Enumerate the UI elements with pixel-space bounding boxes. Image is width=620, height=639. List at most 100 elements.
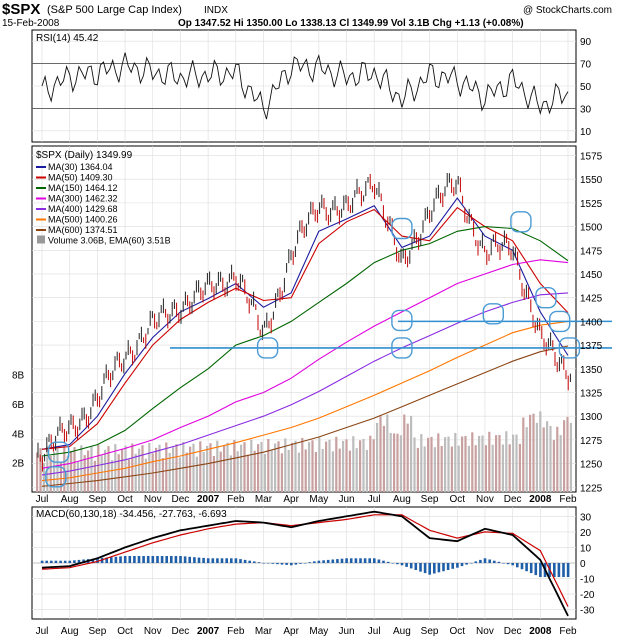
macd-histogram-bar: [110, 557, 113, 563]
month-label: Mar: [255, 494, 273, 505]
volume-bar: [546, 421, 549, 492]
macd-histogram-bar: [73, 560, 76, 563]
volume-bar: [70, 451, 73, 492]
macd-histogram-bar: [382, 560, 385, 563]
macd-histogram-bar: [386, 561, 390, 563]
volume-bar: [379, 416, 382, 492]
volume-bar: [73, 447, 76, 492]
month-label: Apr: [283, 626, 299, 637]
macd-histogram-bar: [68, 560, 72, 563]
macd-histogram-bar: [483, 558, 487, 563]
rsi-line: [41, 52, 569, 120]
volume-bar: [155, 447, 158, 492]
volume-bar: [87, 450, 90, 492]
volume-bar: [447, 436, 450, 492]
macd-histogram-bar: [506, 563, 510, 565]
quote-summary: Op 1347.52 Hi 1350.00 Lo 1338.13 Cl 1349…: [178, 18, 524, 29]
volume-bar: [471, 432, 474, 492]
volume-bar: [260, 441, 263, 492]
macd-histogram-bar: [211, 558, 215, 563]
volume-bar: [331, 451, 334, 492]
macd-line: [41, 510, 569, 617]
volume-bar: [243, 442, 246, 492]
macd-histogram-bar: [271, 563, 275, 564]
volume-bar: [552, 440, 555, 492]
volume-bar: [144, 458, 147, 492]
volume-bar: [450, 446, 453, 492]
macd-histogram-bar: [294, 563, 298, 565]
macd-histogram-bar: [322, 560, 325, 563]
support-circle: [535, 287, 557, 309]
volume-bar: [495, 435, 498, 492]
macd-histogram-bar: [156, 556, 159, 563]
volume-bar: [287, 449, 290, 492]
volume-bar: [427, 437, 430, 492]
price-tick-label: 1400: [580, 317, 603, 328]
macd-histogram-bar: [442, 563, 445, 572]
volume-bar: [141, 445, 144, 492]
month-label: Feb: [227, 494, 245, 505]
volume-bar: [277, 441, 280, 492]
volume-bar: [372, 439, 375, 492]
symbol-name: (S&P 500 Large Cap Index): [47, 4, 182, 16]
volume-tick-label: 2B: [12, 459, 25, 470]
quote-date: 15-Feb-2008: [2, 18, 60, 29]
volume-bar: [416, 447, 419, 492]
volume-bar: [559, 435, 562, 492]
macd-histogram-bar: [248, 560, 251, 563]
macd-tick-label: -20: [580, 590, 595, 601]
macd-histogram-bar: [59, 560, 62, 563]
price-tick-label: 1275: [580, 436, 603, 447]
volume-bar: [206, 446, 209, 492]
volume-bar: [185, 452, 188, 492]
volume-bar: [386, 414, 389, 492]
macd-histogram-bar: [469, 563, 473, 564]
volume-bar: [175, 444, 178, 492]
volume-bar: [563, 420, 566, 492]
macd-histogram-bar: [336, 559, 339, 563]
ma-line-ma300: [41, 259, 569, 469]
macd-tick-label: 20: [580, 528, 592, 539]
volume-bar: [148, 443, 151, 492]
volume-bar: [192, 443, 195, 492]
price-panel: 1575 1550 1525 1500 1475 1450 1425 1400 1375 1350…: [12, 145, 612, 494]
volume-bar: [311, 440, 314, 492]
price-tick-label: 1500: [580, 223, 603, 234]
volume-bar: [308, 442, 311, 492]
volume-bar: [464, 436, 467, 492]
macd-histogram-bar: [225, 558, 228, 563]
price-tick-label: 1300: [580, 412, 603, 423]
support-circle: [391, 309, 413, 332]
volume-bar: [522, 417, 525, 492]
volume-bar: [124, 445, 127, 492]
macd-histogram-bar: [345, 558, 348, 563]
macd-histogram-bar: [488, 559, 491, 563]
volume-bar: [338, 448, 341, 492]
month-label: 2007: [197, 494, 220, 505]
volume-bar: [345, 439, 348, 492]
macd-histogram-bar: [534, 563, 538, 576]
volume-tick-label: 8B: [12, 371, 25, 382]
macd-histogram-bar: [262, 563, 265, 564]
price-tick-label: 1250: [580, 460, 603, 471]
price-legend-title: $SPX (Daily) 1349.99: [36, 150, 133, 161]
macd-histogram-bar: [114, 556, 118, 563]
macd-histogram-bar: [40, 560, 44, 563]
volume-bar: [284, 438, 287, 492]
volume-bar: [107, 446, 110, 492]
volume-bar: [355, 448, 358, 492]
volume-bar: [413, 437, 416, 492]
volume-bar: [110, 460, 113, 492]
macd-histogram-bar: [566, 563, 570, 577]
price-tick-label: 1575: [580, 151, 603, 162]
volume-bar: [158, 444, 161, 492]
ma-line-ma50: [41, 206, 569, 450]
volume-bar: [325, 441, 328, 492]
volume-bar: [209, 443, 212, 492]
volume-bar: [406, 423, 409, 492]
price-tick-label: 1425: [580, 294, 603, 305]
macd-histogram-bar: [216, 558, 219, 563]
price-tick-label: 1525: [580, 199, 603, 210]
rsi-panel: RSI(14) 45.42 90 70 50 30 10: [31, 29, 592, 143]
macd-histogram-bar: [456, 563, 459, 568]
